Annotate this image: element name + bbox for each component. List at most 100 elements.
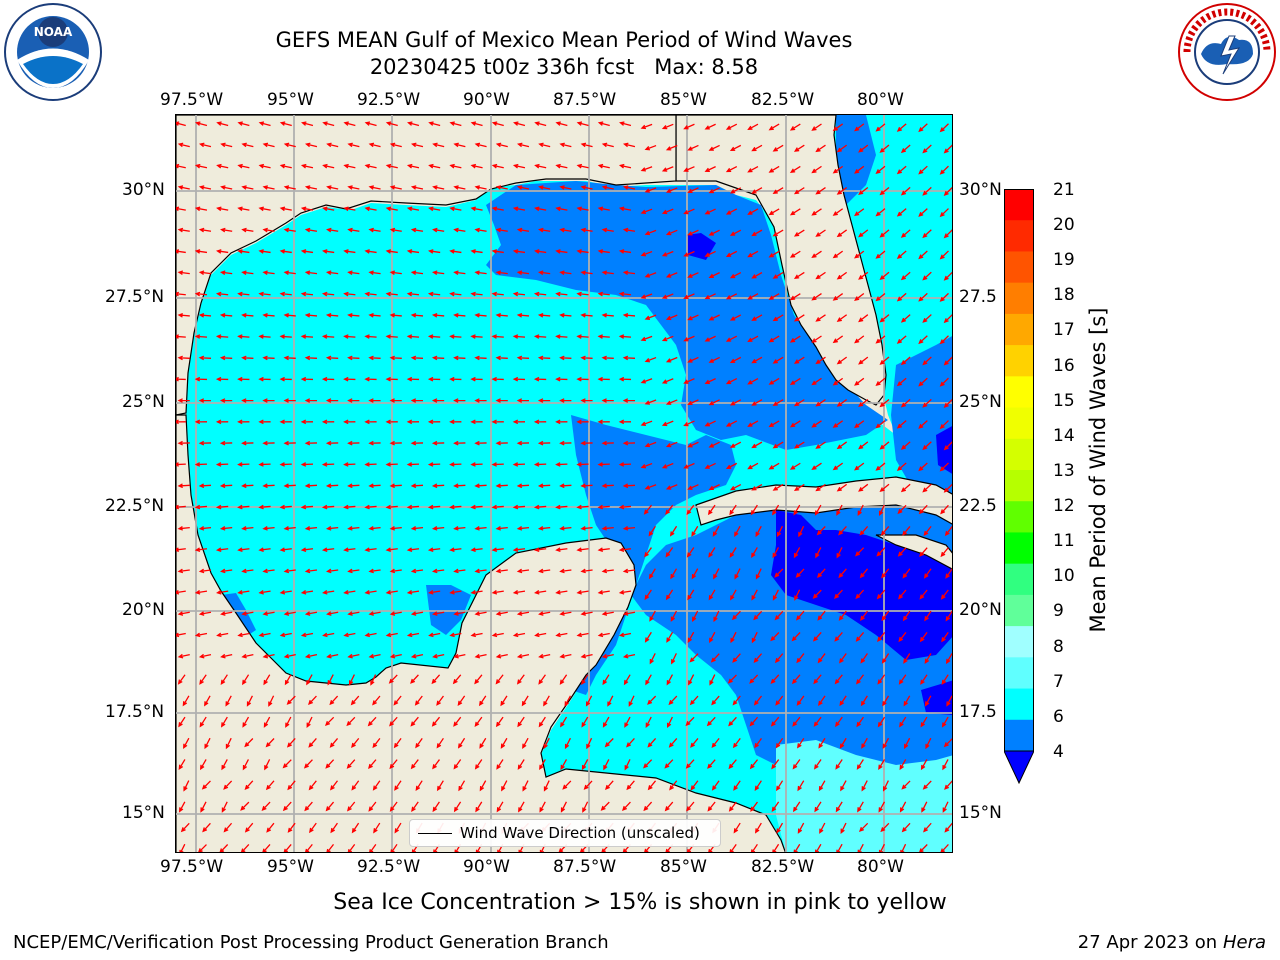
- wind-arrow: [597, 547, 610, 552]
- wind-arrow: [734, 568, 741, 580]
- wind-arrow: [410, 227, 424, 233]
- wind-arrow: [875, 420, 886, 429]
- water-deepblue-east2: [921, 680, 952, 715]
- wind-arrow: [177, 312, 190, 318]
- wind-arrow: [512, 589, 526, 595]
- wind-arrow: [713, 568, 720, 580]
- wind-arrow: [347, 142, 360, 148]
- wind-arrow: [406, 206, 420, 212]
- wind-arrow: [559, 674, 568, 685]
- wind-arrow: [453, 440, 466, 446]
- wind-arrow: [304, 801, 313, 812]
- wind-arrow: [562, 780, 572, 790]
- wind-arrow: [198, 483, 212, 489]
- wind-arrow: [754, 780, 762, 791]
- wind-arrow: [406, 163, 420, 169]
- wind-arrow: [622, 185, 636, 190]
- wind-arrow: [813, 674, 822, 685]
- wind-arrow: [725, 420, 738, 427]
- wind-arrow: [833, 589, 843, 600]
- wind-arrow: [751, 229, 763, 237]
- wind-arrow: [343, 206, 356, 212]
- wind-arrow: [727, 674, 737, 684]
- wind-arrow: [815, 441, 826, 449]
- wind-arrow: [624, 759, 631, 771]
- wind-arrow: [410, 653, 424, 659]
- wind-arrow: [664, 759, 674, 769]
- wind-arrow: [258, 632, 271, 638]
- wind-arrow: [647, 695, 657, 705]
- wind-arrow: [943, 441, 952, 451]
- wind-arrow: [689, 695, 699, 706]
- wind-arrow: [304, 185, 318, 190]
- wind-arrow: [453, 759, 462, 770]
- wind-arrow: [618, 376, 632, 382]
- wind-arrow: [597, 249, 610, 254]
- wind-arrow: [176, 249, 186, 254]
- wind-arrow: [856, 759, 864, 770]
- wind-arrow: [924, 653, 932, 664]
- wind-arrow: [304, 483, 318, 489]
- wind-arrow: [452, 674, 462, 685]
- wind-arrow: [771, 801, 780, 812]
- wind-arrow: [601, 185, 614, 190]
- wind-arrow: [428, 249, 441, 254]
- colorbar-tick-label: 4: [1053, 742, 1064, 762]
- wind-arrow: [432, 759, 440, 770]
- wind-arrow: [470, 547, 483, 552]
- wind-arrow: [686, 801, 695, 812]
- colorbar-label: Mean Period of Wind Waves [s]: [1086, 307, 1110, 633]
- wind-arrow: [279, 547, 292, 552]
- wind-arrow: [854, 420, 865, 429]
- colorbar-tick-label: 19: [1053, 250, 1075, 270]
- wind-arrow: [618, 419, 632, 425]
- wind-arrow: [789, 462, 801, 470]
- colorbar-tick-label: 12: [1053, 496, 1075, 516]
- wind-arrow: [385, 504, 398, 510]
- wind-arrow: [449, 504, 462, 510]
- wind-arrow: [840, 822, 847, 835]
- wind-arrow: [665, 144, 678, 151]
- wind-arrow: [939, 208, 949, 218]
- wind-arrow: [559, 227, 572, 233]
- lon-label: 90°W: [463, 857, 510, 877]
- wind-arrow: [811, 335, 822, 343]
- wind-arrow: [308, 738, 317, 748]
- wind-arrow: [896, 292, 907, 302]
- wind-arrow: [665, 589, 674, 601]
- wind-arrow: [836, 547, 843, 559]
- wind-arrow: [512, 547, 526, 552]
- wind-arrow: [768, 335, 780, 343]
- wind-arrow: [279, 462, 292, 467]
- colorbar-tick-label: 21: [1053, 180, 1075, 200]
- wind-arrow: [729, 229, 742, 236]
- wind-arrow: [389, 759, 398, 770]
- wind-arrow: [475, 801, 483, 813]
- wind-arrow: [389, 227, 402, 233]
- wind-arrow: [237, 419, 250, 425]
- wind-arrow: [644, 229, 657, 236]
- wind-arrow: [597, 462, 610, 467]
- wind-arrow: [513, 121, 526, 127]
- wind-arrow: [640, 123, 653, 130]
- wind-arrow: [368, 312, 381, 318]
- wind-arrow: [199, 759, 207, 771]
- wind-arrow: [899, 716, 907, 728]
- wind-arrow: [237, 504, 250, 510]
- wind-arrow: [836, 314, 848, 322]
- wind-arrow: [453, 185, 466, 190]
- wind-arrow: [432, 185, 445, 190]
- wind-arrow: [711, 737, 720, 749]
- lon-label: 80°W: [857, 90, 904, 110]
- wind-arrow: [347, 355, 360, 361]
- wind-arrow: [559, 398, 572, 403]
- wind-arrow: [645, 674, 652, 686]
- wind-arrow: [621, 801, 631, 812]
- wind-arrow: [661, 420, 674, 427]
- wind-arrow: [300, 163, 314, 169]
- wind-arrow: [772, 483, 784, 491]
- wind-arrow: [729, 187, 742, 194]
- wind-arrow: [537, 398, 551, 403]
- wind-arrow: [393, 695, 402, 706]
- wind-arrow: [389, 653, 402, 659]
